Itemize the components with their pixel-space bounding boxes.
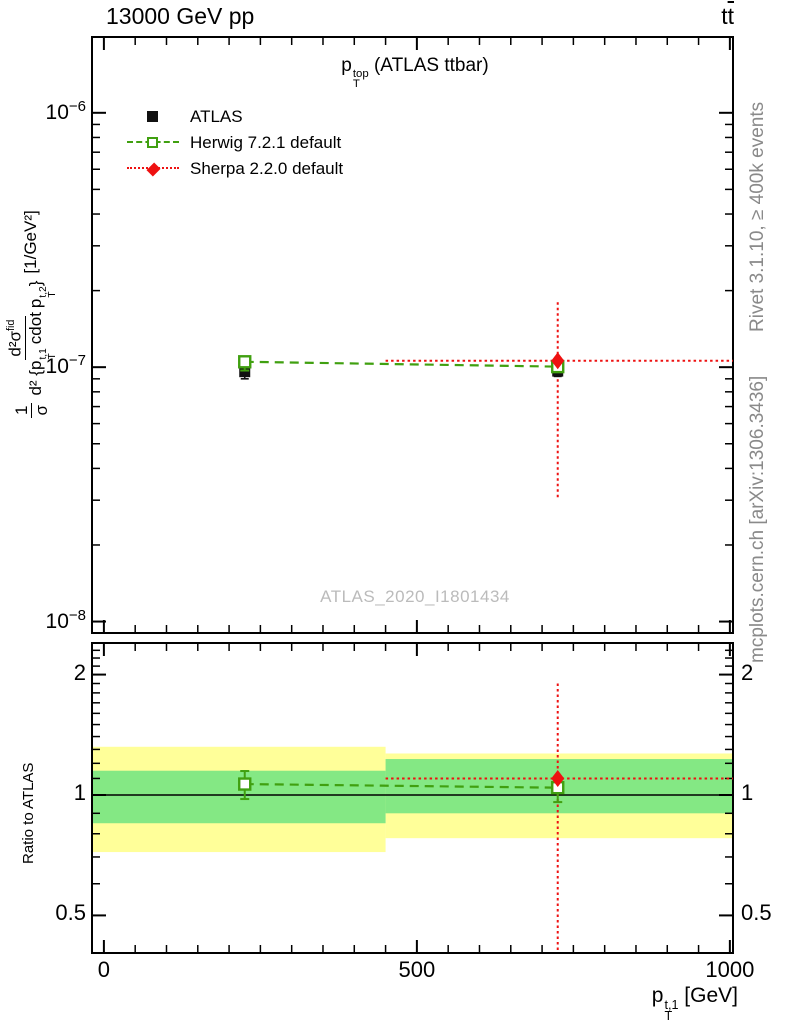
x-tick-label: 500 bbox=[398, 957, 436, 982]
sherpa-marker-zone bbox=[127, 161, 179, 177]
frames bbox=[91, 36, 734, 954]
x-axis-title: p t,1 T [GeV] bbox=[651, 984, 738, 1024]
atlas-square-icon bbox=[147, 111, 158, 122]
ratio-tick-label-right: 1 bbox=[741, 780, 754, 805]
main-frame bbox=[91, 36, 734, 634]
beam-energy-label: 13000 GeV pp bbox=[106, 3, 255, 29]
herwig-ratio-point bbox=[238, 777, 252, 791]
herwig-point bbox=[238, 355, 252, 369]
legend-label-sherpa: Sherpa 2.2.0 default bbox=[190, 159, 344, 178]
legend-item-herwig: Herwig 7.2.1 default bbox=[127, 130, 343, 156]
legend: ATLAS Herwig 7.2.1 default Sherpa 2.2.0 … bbox=[127, 104, 343, 182]
legend-label-atlas: ATLAS bbox=[190, 107, 243, 126]
ratio-tick-label-left: 0.5 bbox=[55, 900, 86, 926]
process-label: tt bbox=[721, 3, 734, 29]
y-tick-label: 10−7 bbox=[45, 352, 86, 379]
ratio-tick-label-right: 2 bbox=[741, 659, 754, 685]
sherpa-point bbox=[551, 352, 565, 370]
herwig-open-square-icon bbox=[147, 137, 158, 148]
ratio-panel-data bbox=[92, 683, 733, 953]
legend-item-sherpa: Sherpa 2.2.0 default bbox=[127, 156, 343, 182]
main-panel-data bbox=[238, 302, 733, 501]
ratio-tick-label-right: 0.5 bbox=[741, 900, 772, 926]
ratio-axis-label: Ratio to ATLAS bbox=[20, 762, 37, 864]
legend-item-atlas: ATLAS bbox=[127, 104, 343, 130]
sherpa-point bbox=[551, 769, 565, 787]
watermark: ATLAS_2020_I1801434 bbox=[320, 587, 510, 606]
x-tick-label: 1000 bbox=[705, 957, 755, 982]
herwig-line-ratio bbox=[244, 782, 558, 789]
y-axis-unit: [1/GeV²] bbox=[21, 210, 41, 274]
atlas-marker-zone bbox=[127, 110, 179, 124]
plot-title: p top T (ATLAS ttbar) bbox=[341, 55, 489, 91]
herwig-line-main bbox=[244, 360, 558, 368]
ratio-uncertainty-bands bbox=[92, 746, 733, 853]
mcplots-reference-label: mcplots.cern.ch [arXiv:1306.3436] bbox=[747, 375, 768, 663]
rivet-version-label: Rivet 3.1.10, ≥ 400k events bbox=[747, 101, 768, 332]
x-tick-label: 0 bbox=[97, 957, 111, 982]
ratio-tick-label-left: 2 bbox=[73, 659, 86, 685]
herwig-marker-zone bbox=[127, 136, 179, 150]
sherpa-diamond-icon bbox=[146, 161, 161, 177]
ratio-tick-label-left: 1 bbox=[73, 780, 86, 805]
atlas-point bbox=[239, 366, 251, 378]
y-tick-label: 10−6 bbox=[45, 97, 86, 124]
ratio-frame bbox=[91, 642, 734, 954]
y-tick-label: 10−8 bbox=[45, 606, 86, 633]
legend-label-herwig: Herwig 7.2.1 default bbox=[190, 133, 342, 152]
